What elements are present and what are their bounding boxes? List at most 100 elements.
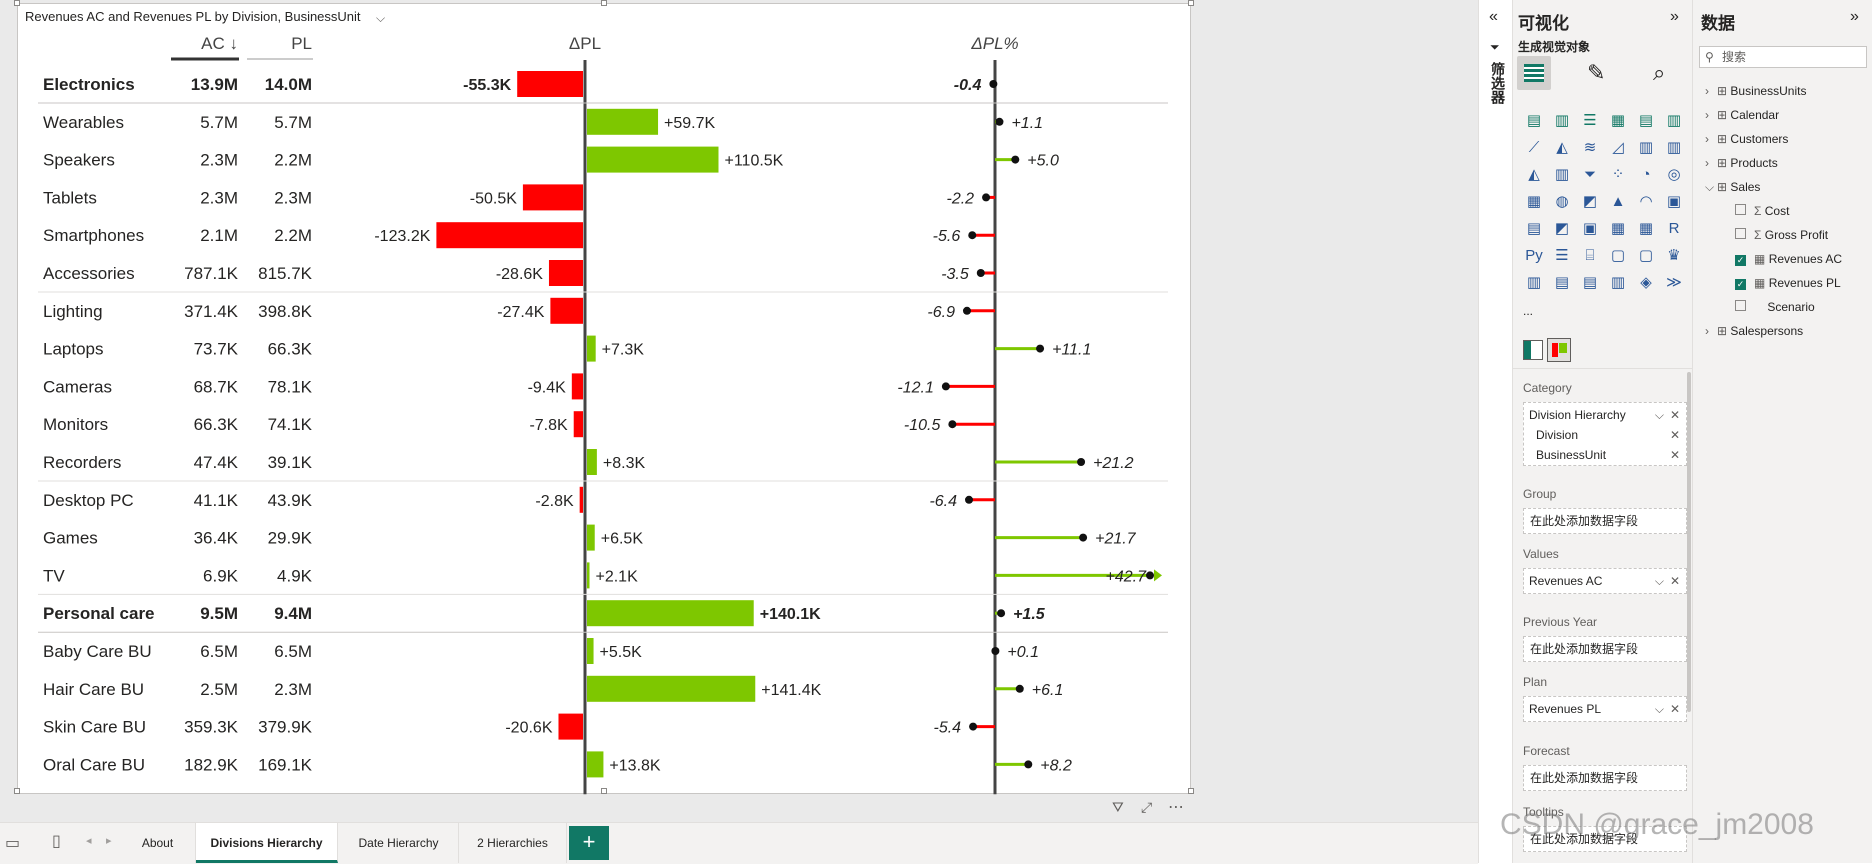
diamond-icon[interactable]: ◈	[1640, 274, 1652, 291]
area-icon[interactable]: ◭	[1556, 139, 1568, 156]
next-page-icon[interactable]: ▸	[106, 835, 112, 847]
well-field-division[interactable]: Division ✕	[1524, 425, 1686, 445]
decomposition-tree-icon[interactable]: Py	[1525, 247, 1543, 264]
prev-page-icon[interactable]: ◂	[86, 835, 92, 847]
stacked-area-icon[interactable]: ≋	[1583, 139, 1597, 156]
search-input[interactable]: ⚲ 搜索	[1699, 46, 1867, 68]
well-field-revenues-pl[interactable]: Revenues PL ⌵ ✕	[1524, 699, 1686, 719]
resize-handle[interactable]	[601, 0, 607, 6]
field-revenues-pl[interactable]: ✓ ▦ Revenues PL	[1735, 276, 1841, 290]
funnel-icon[interactable]: ◭	[1528, 166, 1540, 183]
waterfall-icon[interactable]: ▥	[1666, 139, 1682, 156]
azure-map-icon[interactable]: ◍	[1555, 193, 1569, 210]
format-visual-icon[interactable]: ✎	[1587, 60, 1606, 85]
more-visuals[interactable]: ...	[1523, 304, 1534, 318]
tab-about[interactable]: About	[120, 823, 196, 863]
previous-year-well[interactable]: 在此处添加数据字段	[1523, 636, 1687, 662]
forecast-well[interactable]: 在此处添加数据字段	[1523, 765, 1687, 791]
python-visual-icon[interactable]: ▦	[1638, 220, 1654, 237]
filled-map-icon[interactable]: ▦	[1526, 193, 1542, 210]
tab-2-hierarchies[interactable]: 2 Hierarchies	[459, 823, 567, 863]
map-icon[interactable]: ◎	[1667, 166, 1681, 183]
more-b-icon[interactable]: ▥	[1610, 274, 1626, 291]
scrollbar[interactable]	[1687, 372, 1691, 712]
table-calendar[interactable]: › ⊞ Calendar	[1705, 108, 1780, 122]
tooltips-well[interactable]: 在此处添加数据字段	[1523, 826, 1687, 852]
slicer-icon[interactable]: ▤	[1526, 220, 1542, 237]
field-cost[interactable]: Σ Cost	[1735, 204, 1789, 218]
delta-bar	[587, 562, 590, 589]
resize-handle[interactable]	[1188, 788, 1194, 794]
zebra-bi-visual-icon[interactable]	[1547, 338, 1571, 362]
resize-handle[interactable]	[14, 788, 20, 794]
mobile-view-icon[interactable]: ▯	[52, 833, 61, 850]
tab-divisions-hierarchy[interactable]: Divisions Hierarchy	[196, 823, 338, 863]
table-icon[interactable]: ◩	[1554, 220, 1570, 237]
resize-handle[interactable]	[601, 788, 607, 794]
scatter-icon[interactable]: ▥	[1554, 166, 1570, 183]
100-bar-icon[interactable]: ▤	[1638, 112, 1654, 129]
add-page-button[interactable]: +	[569, 826, 609, 860]
pie-icon[interactable]: ⏷	[1583, 166, 1596, 183]
group-well[interactable]: 在此处添加数据字段	[1523, 508, 1687, 534]
table-salespersons[interactable]: › ⊞ Salespersons	[1705, 324, 1804, 338]
field-gross-profit[interactable]: Σ Gross Profit	[1735, 228, 1828, 242]
values-well[interactable]: Revenues AC ⌵ ✕	[1523, 568, 1687, 594]
stacked-bar-icon[interactable]: ▤	[1526, 112, 1542, 129]
table-businessunits[interactable]: › ⊞ BusinessUnits	[1705, 84, 1807, 98]
matrix-icon[interactable]: ▣	[1582, 220, 1598, 237]
multi-row-card-icon[interactable]: ◠	[1639, 193, 1653, 210]
zebra-chart-visual[interactable]: Revenues AC and Revenues PL by Division,…	[17, 3, 1191, 795]
clustered-bar-icon[interactable]: ☰	[1583, 112, 1597, 129]
100-column-icon[interactable]: ▥	[1666, 112, 1682, 129]
well-field-division-hierarchy[interactable]: Division Hierarchy ⌵ ✕	[1524, 405, 1686, 425]
filters-pane-collapsed[interactable]: « ⏷ 筛选器	[1478, 0, 1513, 863]
gauge-icon[interactable]: ◩	[1582, 193, 1598, 210]
plan-well[interactable]: Revenues PL ⌵ ✕	[1523, 696, 1687, 722]
more-options-icon[interactable]: ⋯	[1168, 799, 1184, 816]
expand-chevron-icon[interactable]: «	[1489, 8, 1498, 25]
resize-handle[interactable]	[1188, 0, 1194, 6]
field-scenario[interactable]: Scenario	[1735, 300, 1815, 314]
build-visual-tab[interactable]	[1517, 56, 1551, 90]
table-customers[interactable]: › ⊞ Customers	[1705, 132, 1789, 146]
custom-visual-icon[interactable]	[1523, 340, 1543, 360]
qa-icon[interactable]: ☰	[1555, 247, 1569, 264]
well-field-revenues-ac[interactable]: Revenues AC ⌵ ✕	[1524, 571, 1686, 591]
chevron-icon[interactable]: ≫	[1666, 274, 1682, 291]
power-automate-icon[interactable]: ▥	[1526, 274, 1542, 291]
category-well[interactable]: Division Hierarchy ⌵ ✕ Division ✕ BusinessU…	[1523, 402, 1687, 466]
stacked-column-icon[interactable]: ▥	[1554, 112, 1570, 129]
desktop-view-icon[interactable]: ▭	[5, 835, 21, 852]
smart-narrative-icon[interactable]: ⌸	[1585, 247, 1595, 264]
chevron-down-icon[interactable]: ⌵	[376, 11, 386, 25]
kpi-icon[interactable]: ▣	[1666, 193, 1682, 210]
field-revenues-ac[interactable]: ✓ ▦ Revenues AC	[1735, 252, 1843, 266]
r-visual-icon[interactable]: ▦	[1610, 220, 1626, 237]
collapse-chevron-icon[interactable]: »	[1850, 8, 1859, 25]
trophy-icon[interactable]: ▢	[1638, 247, 1654, 264]
table-products[interactable]: › ⊞ Products	[1705, 156, 1778, 170]
table-sales[interactable]: ⌵ ⊞ Sales	[1705, 180, 1761, 194]
treemap-icon[interactable]: ◔	[1641, 166, 1651, 183]
resize-handle[interactable]	[14, 0, 20, 6]
line-icon[interactable]: ⟋	[1528, 139, 1540, 156]
well-field-businessunit[interactable]: BusinessUnit ✕	[1524, 445, 1686, 465]
collapse-chevron-icon[interactable]: »	[1670, 8, 1679, 25]
card-icon[interactable]: ▲	[1610, 193, 1626, 210]
paginated-icon[interactable]: ▢	[1610, 247, 1626, 264]
filter-icon[interactable]: ⛛	[1112, 799, 1124, 815]
focus-mode-icon[interactable]: ⤢	[1141, 799, 1153, 815]
key-influencers-icon[interactable]: R	[1668, 220, 1680, 237]
tab-date-hierarchy[interactable]: Date Hierarchy	[339, 823, 459, 863]
search-icon: ⚲	[1705, 50, 1714, 64]
ribbon-icon[interactable]: ▥	[1638, 139, 1654, 156]
analytics-icon[interactable]: ⌕	[1653, 60, 1666, 85]
power-apps-icon[interactable]: ♛	[1667, 247, 1681, 264]
more-a-icon[interactable]: ▤	[1582, 274, 1598, 291]
clustered-column-icon[interactable]: ▦	[1610, 112, 1626, 129]
line-column-icon[interactable]: ◿	[1612, 139, 1624, 156]
metrics-icon[interactable]: ▤	[1554, 274, 1570, 291]
pct-pin-head	[1079, 533, 1088, 542]
donut-icon[interactable]: ⁘	[1611, 166, 1625, 183]
